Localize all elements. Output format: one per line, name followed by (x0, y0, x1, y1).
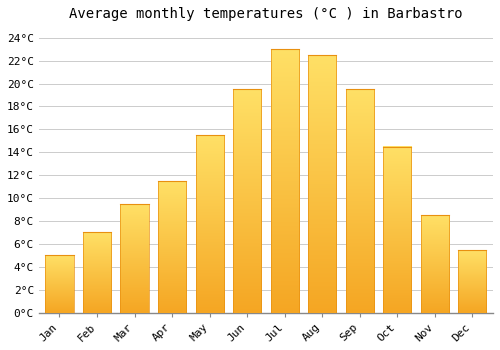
Title: Average monthly temperatures (°C ) in Barbastro: Average monthly temperatures (°C ) in Ba… (69, 7, 462, 21)
Bar (83, 232, 111, 313)
Bar (270, 49, 299, 313)
Bar (120, 204, 148, 313)
Bar (346, 89, 374, 313)
Bar (158, 181, 186, 313)
Bar (308, 55, 336, 313)
Bar (196, 135, 224, 313)
Bar (458, 250, 486, 313)
Bar (421, 215, 449, 313)
Bar (46, 256, 74, 313)
Bar (383, 147, 412, 313)
Bar (233, 89, 261, 313)
